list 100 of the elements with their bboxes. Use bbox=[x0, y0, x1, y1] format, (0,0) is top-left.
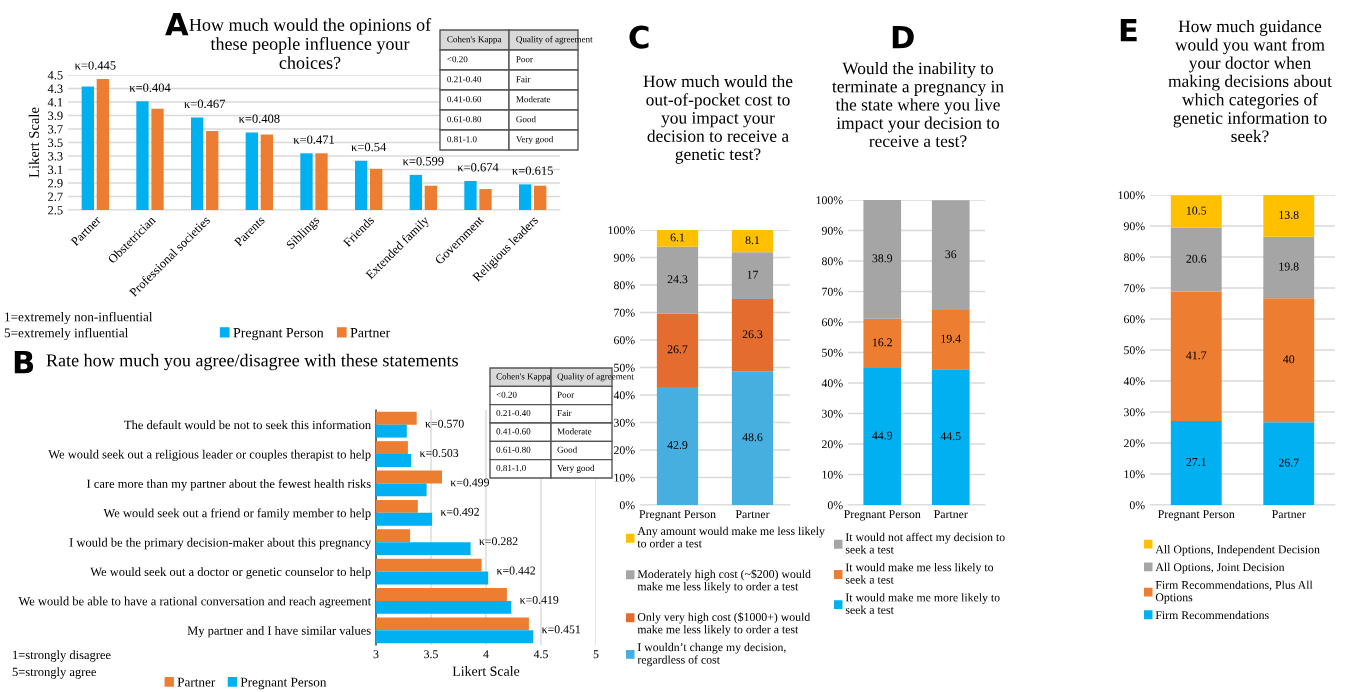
x-tick-label: 3 bbox=[373, 650, 379, 659]
annotation: κ=0.615 bbox=[512, 166, 553, 175]
bar bbox=[1170, 420, 1222, 505]
text: Cohen's Kappa bbox=[447, 35, 502, 45]
text: 1=strongly disagree bbox=[13, 650, 111, 662]
bar bbox=[1170, 195, 1222, 228]
data-label: 6.1 bbox=[670, 233, 685, 242]
text: <0.20 bbox=[447, 56, 468, 63]
annotation: 0.41-0.60 bbox=[447, 96, 482, 103]
y-tick-label: 3.1 bbox=[48, 165, 63, 175]
chart-title: How much would the opinions of these people influence your choices? bbox=[189, 18, 432, 69]
annotation: Good bbox=[516, 115, 536, 123]
y-tick-label: 20% bbox=[614, 446, 635, 455]
y-tick-label: 70% bbox=[822, 287, 843, 296]
annotation: 0.21-0.40 bbox=[496, 410, 531, 417]
bar bbox=[731, 299, 774, 372]
y-tick-label: 60% bbox=[822, 318, 843, 327]
legend-label: All Options, Independent Decision bbox=[1155, 545, 1320, 556]
y-tick-label: 90% bbox=[1123, 222, 1145, 231]
x-tick-label: 4.5 bbox=[533, 650, 548, 659]
text: Cohen's Kappa bbox=[496, 373, 551, 382]
annotation: κ=0.492 bbox=[440, 507, 479, 516]
x-tick-label: Partner bbox=[1272, 510, 1306, 519]
y-tick-label: 10% bbox=[614, 473, 635, 482]
y-tick-label: 30% bbox=[614, 418, 635, 427]
y-tick-label: 50% bbox=[1124, 346, 1145, 355]
y-tick-label: We would seek out a doctor or genetic counselor to help bbox=[90, 567, 371, 579]
data-label: 42.9 bbox=[667, 441, 688, 450]
annotation: Very good bbox=[557, 464, 595, 473]
annotation: κ=0.54 bbox=[351, 142, 387, 152]
text: B bbox=[14, 350, 34, 374]
annotation: Very good bbox=[516, 135, 554, 145]
bar bbox=[1263, 236, 1315, 299]
bar bbox=[1263, 195, 1315, 237]
data-label: 44.9 bbox=[872, 431, 893, 440]
text: E bbox=[1120, 18, 1137, 42]
bar bbox=[931, 310, 970, 370]
text: 1=extremely non-influential bbox=[5, 311, 153, 325]
x-tick-label: 5 bbox=[593, 650, 599, 659]
legend-label: Partner bbox=[177, 677, 216, 687]
annotation: κ=0.599 bbox=[402, 156, 444, 166]
text: <0.20 bbox=[496, 391, 517, 398]
y-tick-label: 40% bbox=[613, 391, 635, 400]
bar bbox=[731, 252, 774, 300]
y-tick-label: 10% bbox=[822, 470, 843, 479]
text: Quality of agreement bbox=[557, 373, 634, 382]
text: Poor bbox=[516, 56, 533, 63]
y-tick-label: 70% bbox=[614, 308, 635, 317]
text: Quality of agreement bbox=[516, 35, 593, 45]
legend-label: Firm Recommendations bbox=[1155, 610, 1269, 620]
y-tick-label: I care more than my partner about the fewest health risks bbox=[86, 479, 371, 491]
data-label: 40 bbox=[1283, 355, 1295, 364]
data-label: 26.3 bbox=[742, 330, 763, 339]
y-tick-label: 0% bbox=[827, 501, 843, 510]
bar bbox=[731, 230, 774, 253]
annotation: 0.81-1.0 bbox=[447, 136, 477, 143]
legend-label: It would make me more likely to seek a test bbox=[845, 593, 1000, 614]
data-label: 13.8 bbox=[1279, 210, 1299, 219]
data-label: 8.1 bbox=[745, 236, 760, 245]
annotation: κ=0.499 bbox=[450, 478, 490, 487]
bar bbox=[1170, 227, 1222, 292]
legend-label: All Options, Joint Decision bbox=[1155, 562, 1285, 574]
annotation: κ=0.674 bbox=[457, 163, 499, 172]
chart-title: Rate how much you agree/disagree with these statements bbox=[46, 353, 458, 371]
legend-label: Firm Recommendations, Plus All Options bbox=[1155, 580, 1313, 604]
y-tick-label: The default would be not to seek this information bbox=[124, 420, 371, 430]
annotation: 0.21-0.40 bbox=[447, 76, 482, 83]
y-tick-label: 2.9 bbox=[48, 179, 63, 188]
legend-label: Any amount would make me less likely to order a test bbox=[637, 526, 825, 548]
bar bbox=[931, 369, 970, 505]
data-label: 19.8 bbox=[1279, 262, 1299, 271]
bar bbox=[1170, 291, 1222, 421]
annotation: κ=0.570 bbox=[425, 419, 464, 428]
y-tick-label: 0% bbox=[1129, 501, 1145, 510]
y-tick-label: My partner and I have similar values bbox=[187, 625, 371, 638]
y-tick-label: 50% bbox=[822, 348, 843, 357]
annotation: Good bbox=[557, 446, 578, 453]
bar bbox=[1263, 298, 1315, 423]
bar bbox=[863, 368, 902, 505]
annotation: κ=0.471 bbox=[293, 135, 334, 144]
data-label: 44.5 bbox=[940, 432, 961, 441]
legend-label: It would not affect my decision to seek a test bbox=[845, 532, 1005, 554]
y-tick-label: 90% bbox=[821, 226, 843, 235]
x-tick-label: Partner bbox=[934, 510, 968, 519]
data-label: 36 bbox=[945, 250, 957, 259]
annotation: κ=0.503 bbox=[419, 449, 459, 458]
data-label: 19.4 bbox=[941, 334, 961, 343]
legend-label: Moderately high cost (~$200) would make me less likely to order a test bbox=[637, 569, 811, 593]
annotation: 0.81-1.0 bbox=[496, 465, 526, 472]
y-tick-label: 60% bbox=[614, 336, 635, 345]
y-tick-label: 2.7 bbox=[48, 192, 63, 202]
y-tick-label: 60% bbox=[1124, 315, 1145, 324]
y-tick-label: 4.1 bbox=[47, 98, 63, 107]
data-label: 10.5 bbox=[1186, 206, 1207, 215]
y-tick-label: 30% bbox=[1124, 408, 1145, 417]
y-tick-label: 50% bbox=[614, 363, 635, 372]
y-tick-label: I would be the primary decision-maker about this pregnancy bbox=[69, 537, 372, 550]
annotation: κ=0.445 bbox=[74, 61, 116, 70]
annotation: κ=0.467 bbox=[184, 99, 226, 109]
y-tick-label: 100% bbox=[816, 196, 843, 205]
